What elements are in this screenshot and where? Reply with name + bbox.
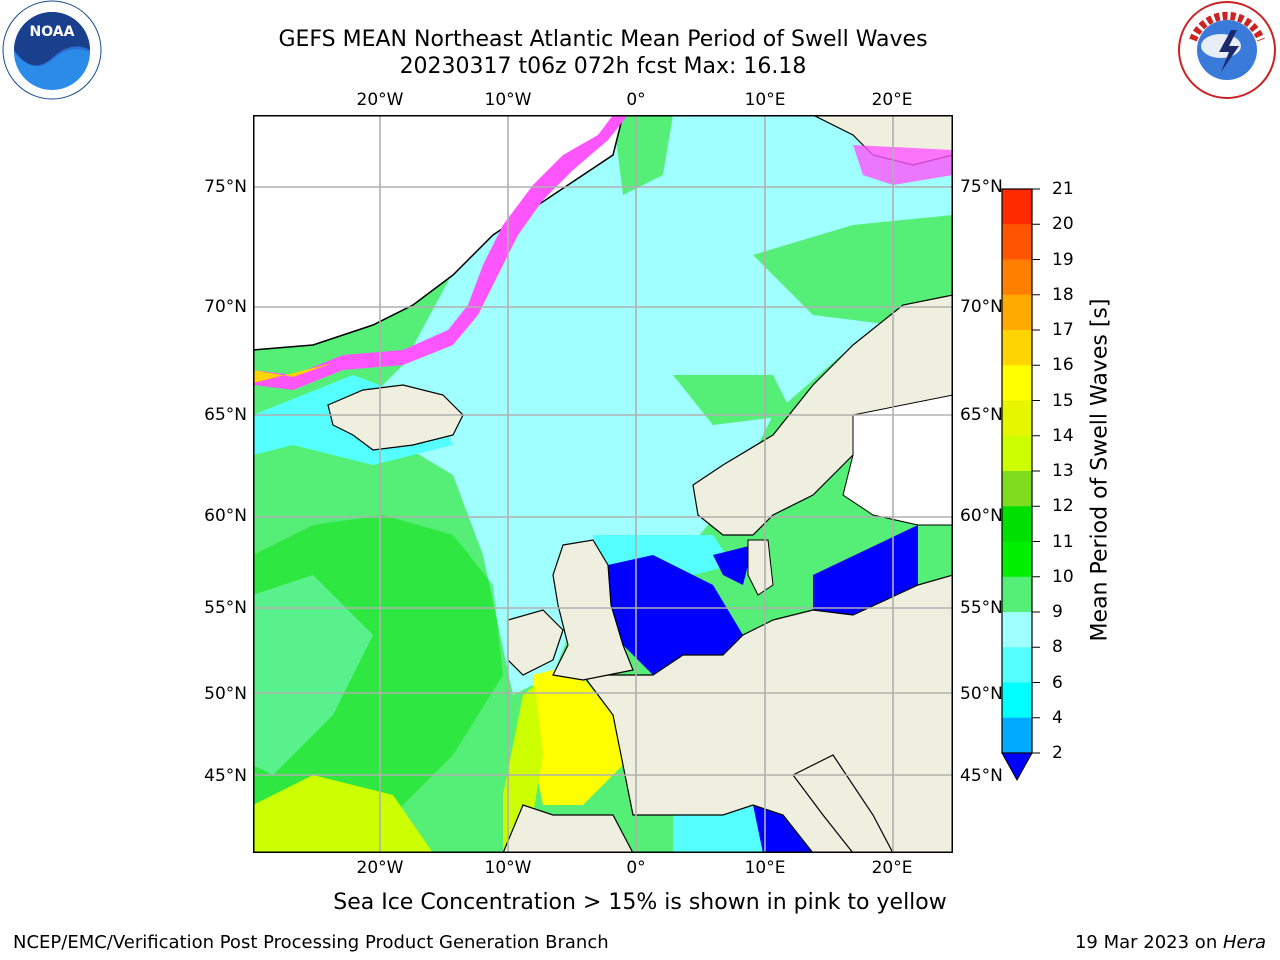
colorbar-band [1002,471,1032,507]
lon-label-top-4: 10°E [744,90,786,110]
lat-label-right-65: 65°N [960,405,1003,425]
swell-zone-9-10-top [613,115,673,195]
lat-label-left-75: 75°N [204,177,247,197]
lon-label-top-1: 20°W [356,90,404,110]
colorbar-band [1002,506,1032,542]
footer-date-text: 19 Mar 2023 on [1074,932,1223,953]
colorbar-tick-label: 10 [1052,566,1074,587]
swell-zone-9-10-mid [673,375,793,425]
lat-label-right-75: 75°N [960,177,1003,197]
colorbar-band [1002,189,1032,225]
map-svg [253,115,953,853]
colorbar-tick-label: 20 [1052,214,1074,235]
sweden-finland-snow [842,394,953,526]
colorbar-tick-label: 19 [1052,249,1074,270]
colorbar-tick-label: 4 [1052,707,1063,728]
footer-credit: NCEP/EMC/Verification Post Processing Pr… [13,932,609,953]
lon-label-top-2: 10°W [484,90,532,110]
colorbar-extend-arrow [1001,752,1033,782]
colorbar-band [1002,224,1032,260]
colorbar-band [1002,259,1032,296]
colorbar-tick-label: 11 [1052,531,1074,552]
lat-label-left-45: 45°N [204,766,247,786]
colorbar-band [1002,330,1032,366]
map-panel [253,115,953,853]
sea-ice-note: Sea Ice Concentration > 15% is shown in … [333,890,947,915]
map-border [253,115,953,853]
swell-zone-10-11 [253,515,503,835]
swell-zone-below-2-skagerrak [713,545,753,585]
lat-label-left-70: 70°N [204,297,247,317]
colorbar-tick-label: 2 [1052,743,1063,763]
colorbar-tick-label: 8 [1052,637,1063,658]
lon-label-bottom-3: 0° [626,858,646,878]
sea-ice-edge-greenland [253,115,628,390]
great-britain [552,539,634,681]
colorbar [1000,188,1052,792]
colorbar-tick-label: 13 [1052,461,1074,481]
lon-label-bottom-5: 20°E [871,858,913,878]
colorbar-svg [1001,188,1040,782]
chart-title: GEFS MEAN Northeast Atlantic Mean Period… [278,27,928,52]
colorbar-tick-label: 9 [1052,602,1063,622]
noaa-logo-text: NOAA [30,24,75,40]
colorbar-band [1002,294,1032,331]
colorbar-tick-label: 21 [1052,179,1074,199]
lat-label-left-50: 50°N [204,684,247,704]
colorbar-band [1002,647,1032,683]
lat-label-right-60: 60°N [960,506,1003,526]
footer-machine: Hera [1222,932,1266,953]
swell-zone-14-15-biscay [533,665,623,805]
swell-zone-8-9-west [253,575,373,775]
lat-label-right-70: 70°N [960,297,1003,317]
lon-label-top-5: 20°E [871,90,913,110]
lat-label-left-60: 60°N [204,506,247,526]
colorbar-band [1002,400,1032,437]
colorbar-band [1002,717,1032,754]
colorbar-band [1002,541,1032,578]
swell-zone-below-2-north-sea [608,555,743,675]
graticule [253,115,953,853]
lon-label-bottom-1: 20°W [356,858,404,878]
iceland [327,384,464,451]
colorbar-band [1002,435,1032,472]
sea-ice-edge-svalbard [853,145,953,185]
chart-subtitle: 20230317 t06z 072h fcst Max: 16.18 [399,54,807,79]
lat-label-left-55: 55°N [204,598,247,618]
iberia [502,804,634,853]
colorbar-band [1002,682,1032,719]
lon-label-bottom-2: 10°W [484,858,532,878]
colorbar-tick-label: 12 [1052,496,1074,517]
lat-label-right-50: 50°N [960,684,1003,704]
colorbar-tick-label: 6 [1052,672,1063,693]
swell-zone-9-10-north [753,215,953,325]
swell-zone-below-2-baltic [813,525,918,615]
colorbar-band [1002,365,1032,401]
lon-label-top-3: 0° [626,90,646,110]
sea-ice-yellow [253,363,333,383]
colorbar-label-text: Mean Period of Swell Waves [s] [1087,298,1113,642]
greenland [253,115,624,351]
swell-zone-12-13-sw [253,775,433,853]
colorbar-tick-label: 14 [1052,425,1074,446]
lon-label-bottom-4: 10°E [744,858,786,878]
colorbar-tick-label: 16 [1052,355,1074,376]
lat-label-right-55: 55°N [960,598,1003,618]
lat-label-right-45: 45°N [960,766,1003,786]
colorbar-tick-label: 15 [1052,390,1074,411]
colorbar-tick-label: 17 [1052,320,1074,340]
continental-europe [581,574,953,853]
nws-logo [1175,0,1279,108]
colorbar-tick-label: 18 [1052,284,1074,305]
colorbar-band [1002,612,1032,648]
footer-date: 19 Mar 2023 on Hera [1075,932,1266,953]
italy [792,754,894,853]
lat-label-left-65: 65°N [204,405,247,425]
colorbar-band [1002,576,1032,613]
noaa-logo: NOAA [0,0,104,108]
